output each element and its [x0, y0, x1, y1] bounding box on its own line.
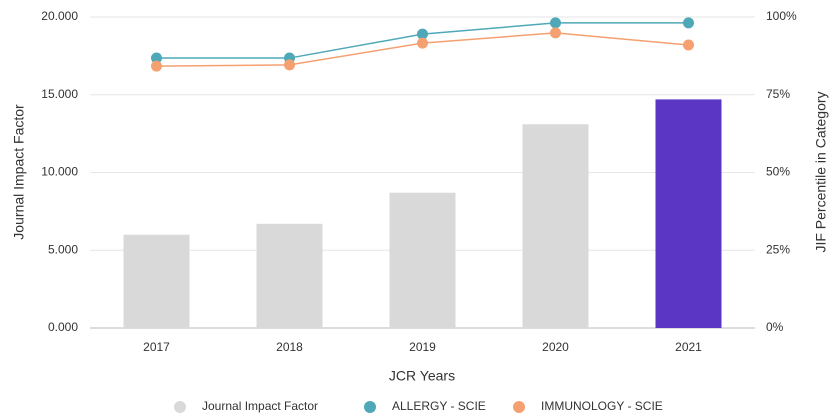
y2-tick-label: 50%	[766, 165, 790, 179]
x-axis-title: JCR Years	[389, 368, 455, 384]
legend-label: Journal Impact Factor	[202, 399, 318, 413]
y-tick-label: 10.000	[41, 165, 78, 179]
y2-axis-title: JIF Percentile in Category	[813, 91, 829, 252]
point	[550, 27, 561, 39]
legend-marker	[364, 401, 376, 413]
x-tick-label: 2019	[409, 340, 436, 354]
x-tick-label: 2018	[276, 340, 303, 354]
y-tick-label: 5.000	[48, 242, 78, 256]
point	[417, 28, 428, 40]
legend-label: IMMUNOLOGY - SCIE	[541, 399, 663, 413]
point	[284, 59, 295, 71]
y-axis-title: Journal Impact Factor	[11, 104, 27, 240]
y-tick-label: 20.000	[41, 9, 78, 23]
point	[550, 17, 561, 29]
bar	[389, 192, 456, 328]
point	[151, 60, 162, 72]
y2-tick-label: 25%	[766, 242, 790, 256]
bar	[522, 124, 589, 328]
x-tick-label: 2021	[675, 340, 702, 354]
y2-tick-label: 0%	[766, 320, 784, 334]
y-tick-label: 15.000	[41, 87, 78, 101]
point	[683, 17, 694, 29]
y-tick-label: 0.000	[48, 320, 78, 334]
point	[683, 39, 694, 51]
bar	[655, 99, 722, 328]
point	[417, 37, 428, 49]
bar	[256, 223, 323, 328]
y2-tick-label: 100%	[766, 9, 797, 23]
y2-tick-label: 75%	[766, 87, 790, 101]
x-tick-label: 2020	[542, 340, 569, 354]
legend-label: ALLERGY - SCIE	[392, 399, 486, 413]
x-tick-label: 2017	[143, 340, 170, 354]
point	[151, 52, 162, 64]
legend-marker	[513, 401, 525, 413]
legend-marker	[174, 401, 186, 413]
bar	[123, 234, 190, 328]
